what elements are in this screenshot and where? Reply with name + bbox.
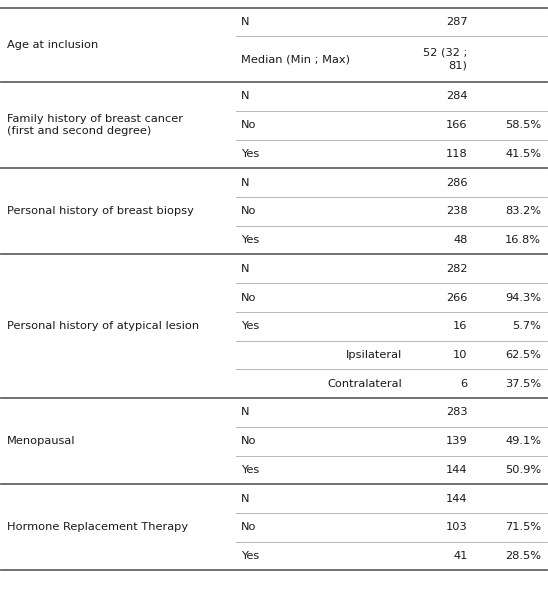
Text: Personal history of atypical lesion: Personal history of atypical lesion	[7, 321, 199, 332]
Text: 58.5%: 58.5%	[505, 120, 541, 130]
Text: Yes: Yes	[241, 321, 260, 332]
Text: N: N	[241, 177, 250, 188]
Text: Family history of breast cancer
(first and second degree): Family history of breast cancer (first a…	[7, 114, 183, 136]
Text: Contralateral: Contralateral	[327, 379, 402, 389]
Text: 139: 139	[446, 436, 467, 446]
Text: Ipsilateral: Ipsilateral	[346, 350, 402, 360]
Text: 71.5%: 71.5%	[505, 523, 541, 532]
Text: 52 (32 ;
81): 52 (32 ; 81)	[423, 48, 467, 71]
Text: 103: 103	[446, 523, 467, 532]
Text: 266: 266	[446, 292, 467, 303]
Text: 5.7%: 5.7%	[512, 321, 541, 332]
Text: 37.5%: 37.5%	[505, 379, 541, 389]
Text: 41: 41	[453, 551, 467, 561]
Text: N: N	[241, 408, 250, 418]
Text: 287: 287	[446, 17, 467, 27]
Text: 16.8%: 16.8%	[505, 235, 541, 245]
Text: 48: 48	[453, 235, 467, 245]
Text: N: N	[241, 264, 250, 274]
Text: 238: 238	[446, 206, 467, 216]
Text: N: N	[241, 91, 250, 101]
Text: Yes: Yes	[241, 465, 260, 475]
Text: No: No	[241, 206, 257, 216]
Text: 283: 283	[446, 408, 467, 418]
Text: Personal history of breast biopsy: Personal history of breast biopsy	[7, 206, 193, 216]
Text: 282: 282	[446, 264, 467, 274]
Text: N: N	[241, 494, 250, 503]
Text: 10: 10	[453, 350, 467, 360]
Text: Yes: Yes	[241, 235, 260, 245]
Text: Yes: Yes	[241, 149, 260, 159]
Text: 49.1%: 49.1%	[505, 436, 541, 446]
Text: No: No	[241, 523, 257, 532]
Text: No: No	[241, 436, 257, 446]
Text: 16: 16	[453, 321, 467, 332]
Text: 144: 144	[446, 494, 467, 503]
Text: 94.3%: 94.3%	[505, 292, 541, 303]
Text: Age at inclusion: Age at inclusion	[7, 40, 98, 50]
Text: No: No	[241, 120, 257, 130]
Text: 6: 6	[460, 379, 467, 389]
Text: Median (Min ; Max): Median (Min ; Max)	[241, 54, 350, 64]
Text: 284: 284	[446, 91, 467, 101]
Text: Hormone Replacement Therapy: Hormone Replacement Therapy	[7, 523, 188, 532]
Text: 118: 118	[446, 149, 467, 159]
Text: 28.5%: 28.5%	[505, 551, 541, 561]
Text: 83.2%: 83.2%	[505, 206, 541, 216]
Text: 41.5%: 41.5%	[505, 149, 541, 159]
Text: Yes: Yes	[241, 551, 260, 561]
Text: N: N	[241, 17, 250, 27]
Text: 166: 166	[446, 120, 467, 130]
Text: 50.9%: 50.9%	[505, 465, 541, 475]
Text: 144: 144	[446, 465, 467, 475]
Text: No: No	[241, 292, 257, 303]
Text: Menopausal: Menopausal	[7, 436, 75, 446]
Text: 62.5%: 62.5%	[505, 350, 541, 360]
Text: 286: 286	[446, 177, 467, 188]
